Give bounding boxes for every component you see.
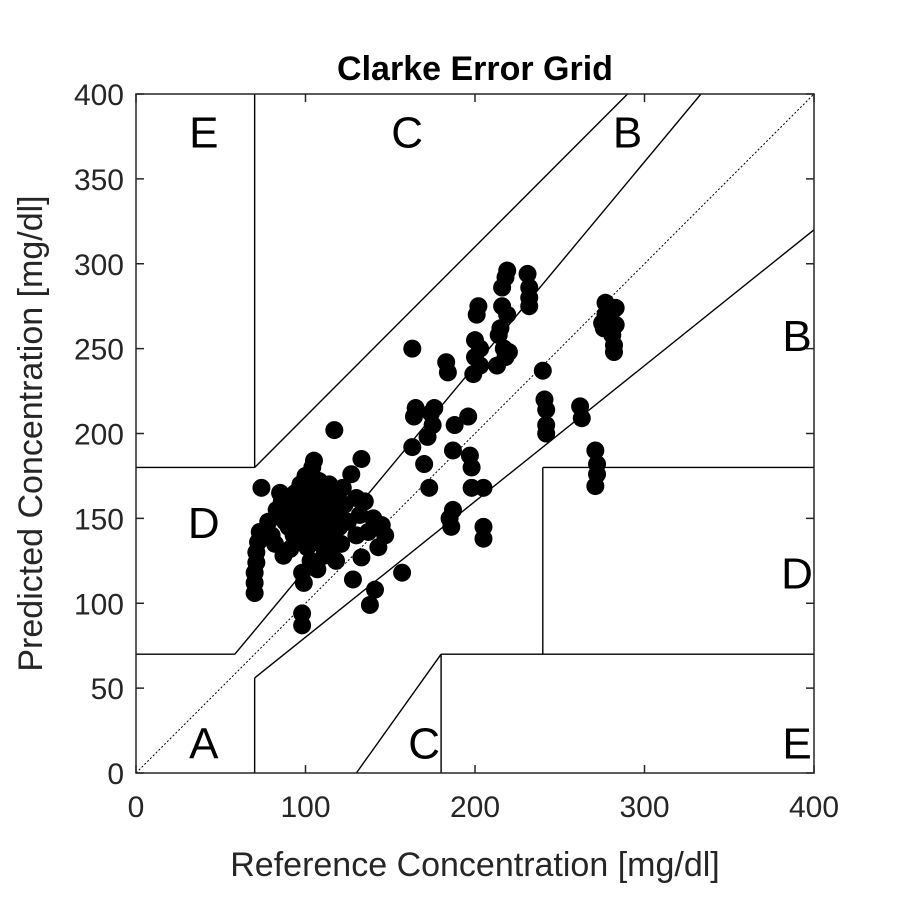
data-point [403,339,422,358]
x-tick-label: 300 [619,791,669,824]
data-point [350,505,369,524]
data-point [393,563,412,582]
axis-ticks: 0 100 200 300 400 0 50 100 150 200 250 300 350 400 [74,79,839,824]
data-point [406,399,425,418]
data-point [415,455,434,474]
zone-boundary-line [254,93,629,468]
data-point [520,297,539,316]
x-tick-label: 0 [128,791,145,824]
data-point [252,478,271,497]
zone-boundary-line [355,653,442,774]
zone-label-c: C [391,108,423,157]
data-point [365,580,384,599]
data-point [325,421,344,440]
data-point [606,298,625,317]
data-point [499,343,518,362]
data-point [359,522,378,541]
zone-boundary-line [254,229,815,679]
data-point [474,529,493,548]
data-point [442,517,461,536]
data-point [423,416,442,435]
y-axis-label: Predicted Concentration [mg/dl] [12,195,50,671]
data-point [333,478,352,497]
data-point [342,465,361,484]
data-point [332,534,351,553]
y-tick-label: 300 [74,249,124,282]
x-tick-label: 400 [789,791,839,824]
data-point [376,526,395,545]
y-tick-label: 50 [91,673,124,706]
data-point [308,560,327,579]
data-point [352,449,371,468]
y-tick-label: 250 [74,334,124,367]
zone-label-e: E [782,719,811,768]
data-point [425,399,444,418]
data-point [304,451,323,470]
x-tick-label: 200 [450,791,500,824]
data-point [343,570,362,589]
y-tick-label: 400 [74,79,124,112]
data-point [360,595,379,614]
y-tick-label: 0 [107,758,124,791]
data-point [294,573,313,592]
zone-label-b: B [782,312,811,361]
y-tick-label: 150 [74,503,124,536]
data-point [327,551,346,570]
data-point [498,261,517,280]
data-point [293,616,312,635]
data-point [586,477,605,496]
data-point [537,424,556,443]
data-point [403,438,422,457]
data-point [586,441,605,460]
zone-label-d: D [188,499,220,548]
data-point [459,407,478,426]
data-point [443,441,462,460]
data-point [572,409,591,428]
data-point [474,478,493,497]
zone-label-e: E [189,108,218,157]
data-point [443,500,462,519]
data-point [445,416,464,435]
y-tick-label: 100 [74,588,124,621]
data-points [245,261,625,635]
zone-label-b: B [613,108,642,157]
zone-label-c: C [408,719,440,768]
data-point [604,336,623,355]
data-point [606,315,625,334]
zone-labels: A B B C C D D E E [188,108,813,768]
x-tick-label: 100 [280,791,330,824]
data-point [471,339,490,358]
data-point [491,319,510,338]
data-point [355,492,374,511]
data-point [438,363,457,382]
data-point [533,361,552,380]
data-point [498,305,517,324]
x-axis-label: Reference Concentration [mg/dl] [230,846,719,884]
y-tick-label: 200 [74,419,124,452]
data-point [420,478,439,497]
data-point [518,264,537,283]
data-point [462,458,481,477]
data-point [352,548,371,567]
data-point [471,356,490,375]
data-point [537,400,556,419]
zone-label-d: D [781,550,813,599]
chart-title: Clarke Error Grid [337,50,613,88]
data-point [469,297,488,316]
zone-boundary-line [234,629,256,655]
y-tick-label: 350 [74,164,124,197]
zone-label-a: A [189,719,219,768]
